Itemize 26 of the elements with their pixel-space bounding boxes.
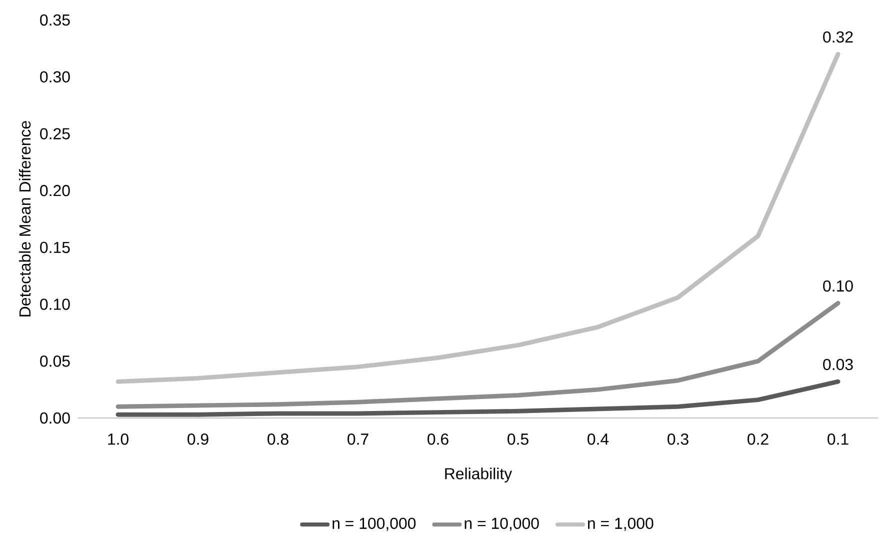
y-axis-title: Detectable Mean Difference [18,121,31,316]
legend-label: n = 1,000 [588,518,654,531]
y-tick-label: 0.25 [40,128,70,140]
x-tick-label: 0.7 [348,434,368,445]
x-tick-label: 0.5 [508,434,528,445]
x-tick-label: 0.2 [748,434,768,445]
y-tick-label: 0.10 [40,298,70,310]
y-tick-label: 0.15 [40,242,70,254]
x-tick-label: 0.8 [268,434,288,445]
x-tick-label: 0.1 [828,434,848,445]
data-label: 0.03 [823,358,853,370]
y-tick-label: 0.35 [40,14,70,26]
y-tick-label: 0.00 [40,412,70,424]
x-tick-label: 0.3 [668,434,688,445]
y-tick-label: 0.20 [40,184,70,196]
x-axis-title: Reliability [445,468,512,482]
x-tick-label: 0.6 [428,434,448,445]
y-tick-label: 0.30 [40,71,70,82]
data-label: 0.10 [823,280,853,292]
legend-label: n = 10,000 [464,518,539,531]
x-tick-label: 0.9 [188,434,208,445]
data-label: 0.32 [823,31,853,43]
y-tick-label: 0.05 [40,356,70,367]
x-tick-label: 1.0 [108,434,128,445]
legend-label: n = 100,000 [332,518,416,531]
x-tick-label: 0.4 [588,434,609,445]
